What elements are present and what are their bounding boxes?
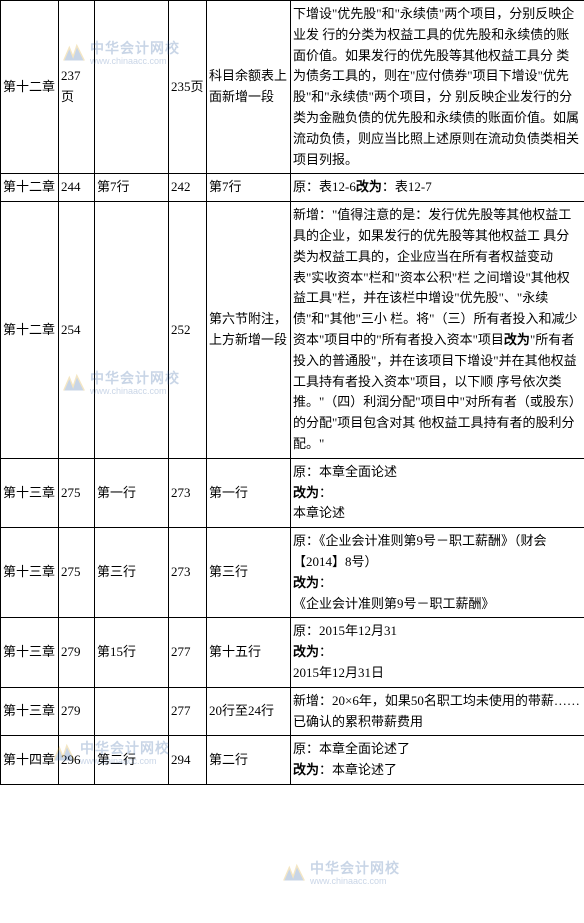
cell-change: 新增：20×6年，如果50名职工均未使用的带薪……已确认的累积带薪费用 xyxy=(291,687,584,736)
text: "所有者 投入的普通股"，并在该项目下增设"并在其他权益工具持有者投入资本"项目… xyxy=(293,332,582,451)
cell: 第十二章 xyxy=(1,1,59,174)
cell xyxy=(95,202,169,459)
cell: 第三行 xyxy=(95,528,169,618)
text: ：表12-7 xyxy=(382,179,432,194)
cell: 254 xyxy=(59,202,95,459)
cell: 296 xyxy=(59,736,95,785)
cell: 第十三章 xyxy=(1,618,59,687)
table-row: 第十四章296第二行294第二行原：本章全面论述了改为：本章论述了 xyxy=(1,736,584,785)
cell: 第三行 xyxy=(207,528,291,618)
errata-table: 第十二章237页 235页科目余额表上面新增一段下增设"优先股"和"永续债"两个项… xyxy=(0,0,584,785)
cell: 237页 xyxy=(59,1,95,174)
text: ： xyxy=(319,644,332,659)
cell: 273 xyxy=(169,528,207,618)
cell: 第二行 xyxy=(207,736,291,785)
change-keyword: 改为 xyxy=(504,332,530,347)
cell: 第六节附注，上方新增一段 xyxy=(207,202,291,459)
cell-change: 下增设"优先股"和"永续债"两个项目，分别反映企业发 行的分类为权益工具的优先股… xyxy=(291,1,584,174)
cell-change: 原：2015年12月31 改为： 2015年12月31日 xyxy=(291,618,584,687)
change-keyword: 改为 xyxy=(293,762,319,777)
table-row: 第十三章279 27720行至24行新增：20×6年，如果50名职工均未使用的带薪… xyxy=(1,687,584,736)
text: 2015年12月31日 xyxy=(293,665,384,680)
cell-change: 原：本章全面论述改为： 本章论述 xyxy=(291,458,584,527)
cell: 273 xyxy=(169,458,207,527)
cell-change: 新增："值得注意的是：发行优先股等其他权益工具的企业，如果发行的优先股等其他权益… xyxy=(291,202,584,459)
cell: 科目余额表上面新增一段 xyxy=(207,1,291,174)
cell: 第15行 xyxy=(95,618,169,687)
watermark-en: www.chinaacc.com xyxy=(310,877,400,887)
cell xyxy=(95,1,169,174)
cell xyxy=(95,687,169,736)
cell: 第十二章 xyxy=(1,202,59,459)
change-keyword: 改为 xyxy=(293,575,319,590)
cell-change: 原：本章全面论述了改为：本章论述了 xyxy=(291,736,584,785)
cell: 第二行 xyxy=(95,736,169,785)
text: 新增："值得注意的是：发行优先股等其他权益工具的企业，如果发行的优先股等其他权益… xyxy=(293,207,577,347)
cell: 第十二章 xyxy=(1,174,59,202)
cell: 第一行 xyxy=(207,458,291,527)
change-keyword: 改为 xyxy=(356,179,382,194)
cell: 242 xyxy=(169,174,207,202)
table-row: 第十三章279第15行277第十五行原：2015年12月31 改为： 2015年12… xyxy=(1,618,584,687)
cell: 275 xyxy=(59,458,95,527)
cell: 第十三章 xyxy=(1,458,59,527)
text: 本章论述 xyxy=(293,505,345,520)
cell: 20行至24行 xyxy=(207,687,291,736)
text: 原：本章全面论述了 xyxy=(293,741,410,756)
cell: 279 xyxy=(59,618,95,687)
cell: 235页 xyxy=(169,1,207,174)
text: ： xyxy=(319,485,332,500)
text: 原：《企业会计准则第9号－职工薪酬》（财会【2014】8号） xyxy=(293,533,547,569)
table-row: 第十三章275第一行273第一行原：本章全面论述改为：本章论述 xyxy=(1,458,584,527)
text: 原：表12-6 xyxy=(293,179,356,194)
cell: 第7行 xyxy=(95,174,169,202)
cell: 第十三章 xyxy=(1,528,59,618)
text: ：本章论述了 xyxy=(319,762,397,777)
cell: 第十四章 xyxy=(1,736,59,785)
table-row: 第十三章275第三行273第三行原：《企业会计准则第9号－职工薪酬》（财会【20… xyxy=(1,528,584,618)
text: 《企业会计准则第9号－职工薪酬》 xyxy=(293,596,495,611)
cell: 第7行 xyxy=(207,174,291,202)
watermark-logo-icon xyxy=(280,860,308,888)
cell-change: 原：表12-6改为：表12-7 xyxy=(291,174,584,202)
table-row: 第十二章244第7行242第7行原：表12-6改为：表12-7 xyxy=(1,174,584,202)
cell: 第十五行 xyxy=(207,618,291,687)
cell: 275 xyxy=(59,528,95,618)
cell: 第一行 xyxy=(95,458,169,527)
cell-change: 原：《企业会计准则第9号－职工薪酬》（财会【2014】8号） 改为： 《企业会计准则… xyxy=(291,528,584,618)
table-row: 第十二章237页 235页科目余额表上面新增一段下增设"优先股"和"永续债"两个项… xyxy=(1,1,584,174)
cell: 277 xyxy=(169,687,207,736)
cell: 252 xyxy=(169,202,207,459)
table-row: 第十二章254 252第六节附注，上方新增一段新增："值得注意的是：发行优先股等其… xyxy=(1,202,584,459)
cell: 244 xyxy=(59,174,95,202)
cell: 277 xyxy=(169,618,207,687)
change-keyword: 改为 xyxy=(293,485,319,500)
watermark-cn: 中华会计网校 xyxy=(310,861,400,876)
cell: 第十三章 xyxy=(1,687,59,736)
cell: 294 xyxy=(169,736,207,785)
text: 原：本章全面论述 xyxy=(293,464,397,479)
watermark: 中华会计网校 www.chinaacc.com xyxy=(280,860,400,888)
change-keyword: 改为 xyxy=(293,644,319,659)
cell: 279 xyxy=(59,687,95,736)
text: 原：2015年12月31 xyxy=(293,623,397,638)
text: ： xyxy=(319,575,332,590)
